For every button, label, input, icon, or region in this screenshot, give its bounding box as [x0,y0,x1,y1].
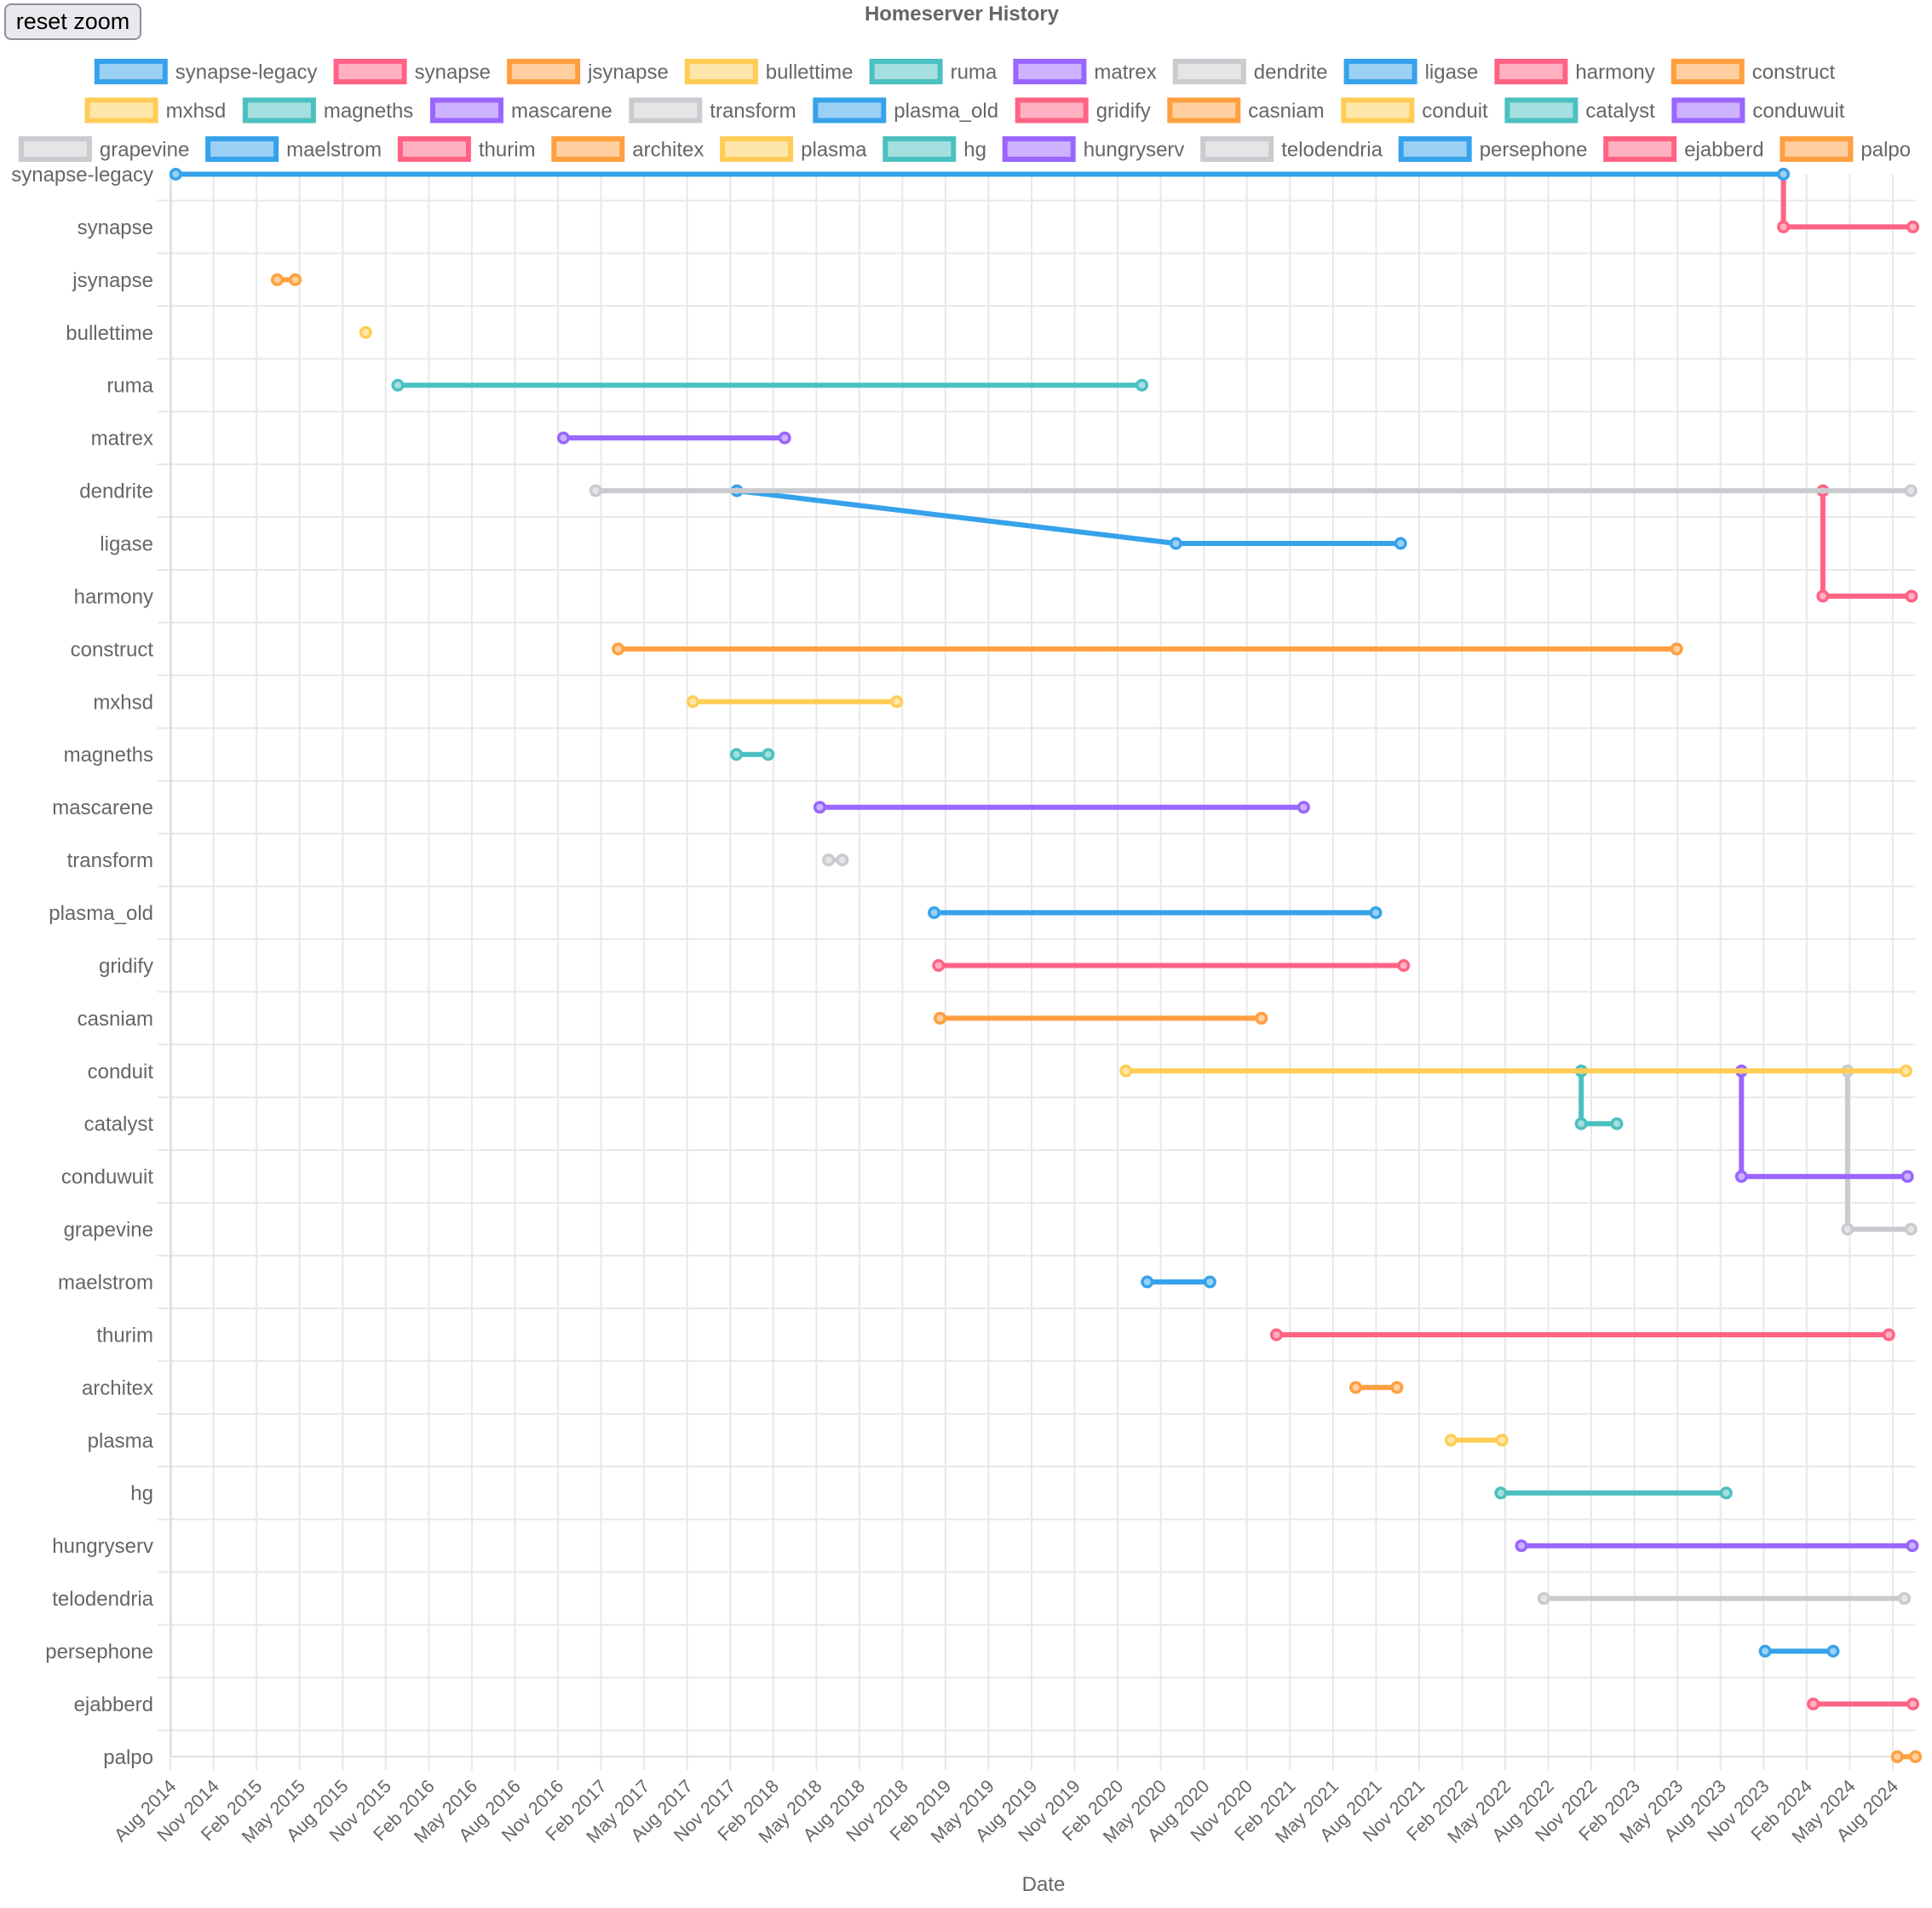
svg-text:plasma: plasma [801,139,867,162]
svg-text:palpo: palpo [103,1746,153,1769]
svg-text:dendrite: dendrite [1254,61,1328,84]
svg-text:synapse: synapse [78,216,153,239]
svg-text:jsynapse: jsynapse [587,61,669,84]
svg-text:conduit: conduit [88,1060,154,1083]
svg-text:dendrite: dendrite [79,480,153,503]
svg-text:mascarene: mascarene [52,796,153,819]
svg-text:mxhsd: mxhsd [93,691,153,714]
svg-text:ligase: ligase [1425,61,1479,84]
svg-text:hg: hg [963,139,986,162]
svg-text:thurim: thurim [96,1325,153,1348]
svg-text:transform: transform [710,100,796,123]
svg-text:matrex: matrex [91,428,153,451]
svg-text:harmony: harmony [74,585,153,608]
svg-text:maelstrom: maelstrom [286,139,382,162]
svg-text:bullettime: bullettime [66,322,153,345]
svg-text:plasma_old: plasma_old [894,100,998,123]
svg-text:transform: transform [67,849,153,872]
svg-text:catalyst: catalyst [84,1113,154,1136]
svg-text:harmony: harmony [1575,61,1654,84]
svg-text:matrex: matrex [1094,61,1156,84]
svg-text:casniam: casniam [1248,100,1324,123]
svg-text:conduwuit: conduwuit [61,1166,153,1189]
svg-text:hungryserv: hungryserv [1084,139,1185,162]
svg-text:magneths: magneths [324,100,413,123]
svg-text:ruma: ruma [106,375,153,398]
svg-text:plasma: plasma [88,1429,154,1452]
svg-text:conduit: conduit [1422,100,1488,123]
svg-text:architex: architex [82,1376,153,1399]
svg-text:telodendria: telodendria [52,1588,153,1611]
svg-text:persephone: persephone [45,1641,153,1664]
svg-text:bullettime: bullettime [766,61,854,84]
svg-text:ligase: ligase [100,533,153,556]
svg-text:construct: construct [71,638,154,661]
svg-text:thurim: thurim [479,139,536,162]
svg-text:hg: hg [130,1482,153,1505]
svg-text:jsynapse: jsynapse [72,269,153,292]
svg-text:mxhsd: mxhsd [166,100,227,123]
svg-text:Date: Date [1022,1873,1066,1896]
svg-text:plasma_old: plasma_old [49,902,153,925]
svg-text:ruma: ruma [951,61,998,84]
svg-text:telodendria: telodendria [1281,139,1383,162]
svg-text:gridify: gridify [1096,100,1151,123]
svg-text:conduwuit: conduwuit [1752,100,1844,123]
svg-text:Homeserver History: Homeserver History [865,3,1060,26]
svg-text:synapse-legacy: synapse-legacy [175,61,318,84]
svg-text:architex: architex [632,139,704,162]
svg-text:grapevine: grapevine [64,1219,153,1242]
svg-text:mascarene: mascarene [511,100,612,123]
svg-text:synapse-legacy: synapse-legacy [11,164,153,187]
svg-text:persephone: persephone [1480,139,1588,162]
svg-text:palpo: palpo [1860,139,1911,162]
svg-text:ejabberd: ejabberd [74,1693,153,1716]
svg-text:catalyst: catalyst [1585,100,1655,123]
svg-text:grapevine: grapevine [100,139,189,162]
svg-text:ejabberd: ejabberd [1684,139,1763,162]
svg-text:gridify: gridify [99,955,153,978]
svg-text:magneths: magneths [64,744,153,767]
svg-text:construct: construct [1752,61,1836,84]
svg-text:maelstrom: maelstrom [58,1272,153,1295]
svg-text:casniam: casniam [78,1008,153,1031]
svg-text:synapse: synapse [415,61,491,84]
svg-text:hungryserv: hungryserv [52,1535,153,1558]
